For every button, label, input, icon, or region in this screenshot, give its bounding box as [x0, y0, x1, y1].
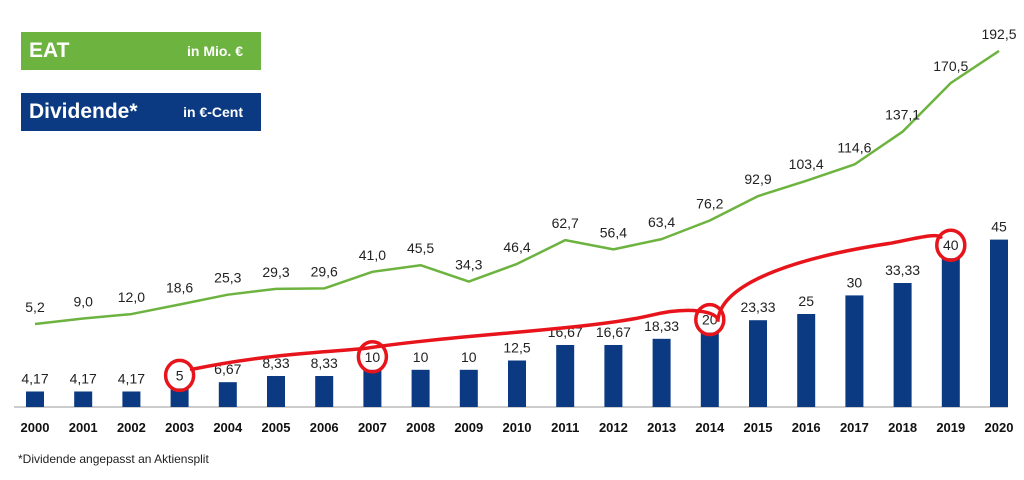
year-label-2006: 2006 [310, 420, 339, 435]
dividend-label-2013: 18,33 [644, 318, 679, 334]
dividend-label-2008: 10 [413, 349, 429, 365]
eat-line [34, 49, 1000, 326]
dividend-bar-2002 [122, 391, 141, 407]
year-label-2002: 2002 [117, 420, 146, 435]
eat-label-2000: 5,2 [25, 299, 45, 315]
dividend-label-2000: 4,17 [21, 370, 48, 386]
eat-label-2015: 92,9 [744, 171, 771, 187]
dividend-bar-2005 [267, 376, 285, 407]
year-label-2005: 2005 [262, 420, 291, 435]
annotation-circle-2003 [163, 358, 196, 393]
year-label-2007: 2007 [358, 420, 387, 435]
year-label-2001: 2001 [69, 420, 98, 435]
eat-label-2008: 45,5 [407, 240, 434, 256]
eat-label-2014: 76,2 [696, 195, 723, 211]
annotation-circle-2019 [935, 228, 967, 262]
year-label-2018: 2018 [888, 420, 917, 435]
year-label-2015: 2015 [744, 420, 773, 435]
year-label-2003: 2003 [165, 420, 194, 435]
year-label-2009: 2009 [454, 420, 483, 435]
year-label-2011: 2011 [551, 420, 579, 435]
year-label-2008: 2008 [406, 420, 435, 435]
annotation-circle-2007 [356, 340, 389, 374]
dividend-bar-2012 [604, 344, 623, 407]
eat-label-2004: 25,3 [214, 270, 241, 286]
year-label-2012: 2012 [599, 420, 628, 435]
dividend-label-2020: 45 [991, 219, 1007, 235]
dividend-bar-2020 [990, 239, 1008, 407]
footnote: *Dividende angepasst an Aktiensplit [18, 452, 209, 466]
dividend-bar-2009 [459, 369, 478, 407]
dividend-label-2002: 4,17 [118, 370, 145, 386]
dividend-label-2009: 10 [461, 349, 477, 365]
eat-label-2001: 9,0 [73, 293, 93, 309]
legend-eat-name: EAT [29, 39, 70, 62]
dividend-bar-2011 [556, 344, 575, 407]
year-label-2020: 2020 [985, 420, 1014, 435]
eat-label-2006: 29,6 [311, 263, 338, 279]
dividend-bar-2007 [363, 369, 382, 407]
eat-label-2013: 63,4 [648, 214, 675, 230]
dividend-bar-2019 [941, 258, 960, 407]
dividend-label-2003: 5 [176, 367, 184, 383]
dividend-bar-2010 [508, 360, 526, 407]
annotation-circle-2014 [694, 302, 726, 337]
dividend-bar-2003 [170, 388, 189, 407]
year-label-2000: 2000 [21, 420, 50, 435]
dividend-bar-2015 [749, 320, 767, 407]
dividend-label-2005: 8,33 [262, 355, 289, 371]
dividend-bar-2000 [26, 391, 44, 407]
year-label-2010: 2010 [503, 420, 532, 435]
eat-label-2007: 41,0 [359, 247, 386, 263]
dividend-label-2019: 40 [943, 237, 959, 253]
dividend-bar-2016 [797, 314, 816, 407]
dividend-label-2007: 10 [365, 349, 381, 365]
dividend-bar-2008 [411, 369, 430, 407]
dividend-label-2015: 23,33 [740, 299, 775, 315]
year-label-2004: 2004 [213, 420, 243, 435]
eat-label-2018: 137,1 [885, 107, 920, 123]
dividend-label-2017: 30 [847, 274, 863, 290]
legend-dividend-name: Dividende* [29, 100, 138, 123]
dividend-bar-2004 [218, 382, 237, 407]
eat-label-2011: 62,7 [552, 215, 579, 231]
dividend-bar-2006 [315, 376, 334, 407]
year-label-2013: 2013 [647, 420, 676, 435]
dividend-bar-2017 [845, 295, 864, 407]
legend-eat-unit: in Mio. € [187, 43, 243, 59]
dividend-label-2012: 16,67 [596, 324, 631, 340]
eat-label-2009: 34,3 [455, 257, 482, 273]
year-label-2014: 2014 [695, 420, 725, 435]
eat-label-2019: 170,5 [933, 58, 968, 74]
eat-label-2017: 114,6 [837, 139, 871, 155]
dividend-label-2018: 33,33 [885, 262, 920, 278]
dividend-label-2006: 8,33 [311, 355, 338, 371]
eat-label-2016: 103,4 [789, 156, 824, 172]
eat-label-2005: 29,3 [262, 264, 289, 280]
legend-eat: EAT in Mio. € [21, 32, 261, 70]
dividend-label-2010: 12,5 [503, 340, 530, 356]
dividend-label-2001: 4,17 [70, 370, 97, 386]
eat-label-2002: 12,0 [118, 289, 145, 305]
legend-dividend-unit: in €-Cent [183, 104, 243, 120]
eat-label-2003: 18,6 [166, 279, 193, 295]
legend-dividend: Dividende* in €-Cent [21, 93, 261, 131]
dividend-bar-2013 [652, 338, 671, 407]
eat-label-2010: 46,4 [503, 239, 530, 255]
annotation-trend-stroke [189, 233, 943, 372]
eat-label-2012: 56,4 [600, 224, 627, 240]
eat-label-2020: 192,5 [981, 26, 1016, 42]
year-label-2016: 2016 [792, 420, 821, 435]
dividend-label-2016: 25 [798, 293, 814, 309]
dividend-bar-2014 [700, 332, 719, 407]
dividend-bar-2001 [74, 391, 93, 407]
year-label-2019: 2019 [936, 420, 965, 435]
year-label-2017: 2017 [840, 420, 869, 435]
dividend-bar-2018 [893, 283, 912, 407]
